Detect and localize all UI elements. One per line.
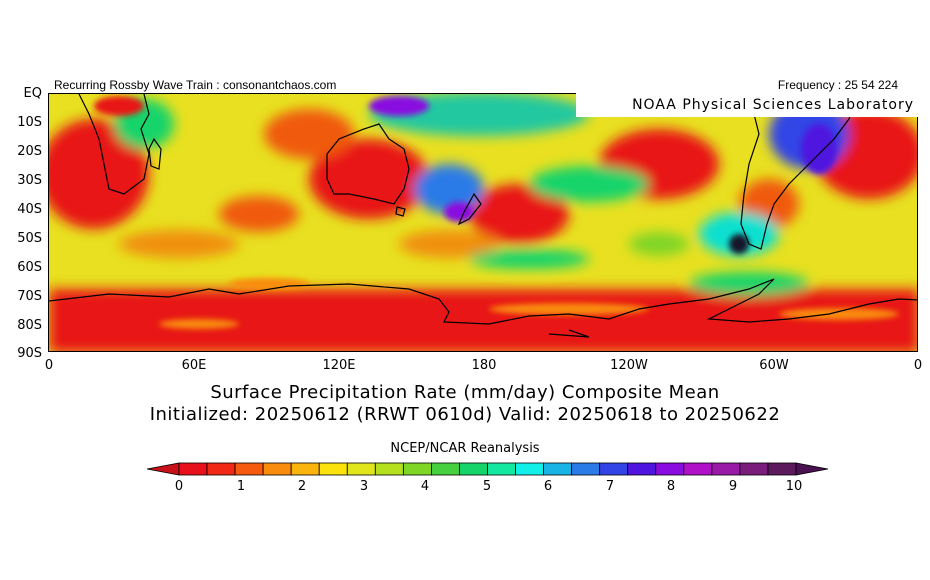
colorbar-label-2: 2 xyxy=(297,479,307,494)
header-left-text: Recurring Rossby Wave Train : consonantc… xyxy=(54,78,337,92)
precipitation-field xyxy=(49,94,917,351)
lat-label-30s: 30S xyxy=(17,173,42,188)
lat-label-90s: 90S xyxy=(17,346,42,361)
colorbar-label-9: 9 xyxy=(728,479,738,494)
colorbar-under-triangle xyxy=(146,462,180,476)
colorbar-label-5: 5 xyxy=(482,479,492,494)
colorbar-swatch xyxy=(318,462,348,476)
lon-label-60w: 60W xyxy=(759,358,789,373)
colorbar-swatch xyxy=(234,462,264,476)
colorbar-swatch xyxy=(206,462,236,476)
lat-label-10s: 10S xyxy=(17,115,42,130)
map-title-line2: Initialized: 20250612 (RRWT 0610d) Valid… xyxy=(149,404,781,425)
colorbar-label-8: 8 xyxy=(666,479,676,494)
lat-label-60s: 60S xyxy=(17,260,42,275)
lon-label-120w: 120W xyxy=(610,358,648,373)
colorbar-label-1: 1 xyxy=(236,479,246,494)
lat-label-70s: 70S xyxy=(17,289,42,304)
dataset-label: NCEP/NCAR Reanalysis xyxy=(390,441,540,456)
colorbar-swatch xyxy=(739,462,769,476)
noaa-credit-label: NOAA Physical Sciences Laboratory xyxy=(576,93,918,117)
colorbar-swatch xyxy=(767,462,797,476)
lon-label-0-left: 0 xyxy=(44,358,54,373)
lat-label-40s: 40S xyxy=(17,202,42,217)
colorbar-swatch xyxy=(262,462,292,476)
colorbar-swatch xyxy=(459,462,488,476)
colorbar-label-7: 7 xyxy=(605,479,615,494)
lat-label-50s: 50S xyxy=(17,231,42,246)
colorbar-swatch xyxy=(683,462,713,476)
colorbar-over-triangle xyxy=(795,462,829,476)
colorbar-swatch xyxy=(431,462,460,476)
colorbar-swatch xyxy=(346,462,376,476)
map-title-line1: Surface Precipitation Rate (mm/day) Comp… xyxy=(210,382,720,403)
colorbar-swatch xyxy=(543,462,573,476)
colorbar-label-0: 0 xyxy=(174,479,184,494)
colorbar-swatch xyxy=(571,462,601,476)
colorbar-swatch xyxy=(374,462,404,476)
colorbar-swatch xyxy=(627,462,657,476)
lon-label-60e: 60E xyxy=(181,358,207,373)
colorbar-label-6: 6 xyxy=(543,479,553,494)
colorbar-swatch xyxy=(655,462,685,476)
colorbar-swatch xyxy=(711,462,741,476)
precipitation-map xyxy=(48,93,918,352)
colorbar-swatch xyxy=(402,462,432,476)
lat-label-20s: 20S xyxy=(17,144,42,159)
lon-label-180: 180 xyxy=(471,358,497,373)
lon-label-120e: 120E xyxy=(322,358,356,373)
colorbar-label-3: 3 xyxy=(359,479,369,494)
colorbar-swatch xyxy=(178,462,208,476)
lat-label-80s: 80S xyxy=(17,318,42,333)
colorbar-label-4: 4 xyxy=(420,479,430,494)
colorbar xyxy=(146,462,829,476)
colorbar-swatch xyxy=(487,462,516,476)
colorbar-label-10: 10 xyxy=(785,479,803,494)
lat-label-eq: EQ xyxy=(23,86,42,101)
lon-label-0-right: 0 xyxy=(913,358,923,373)
header-frequency-text: Frequency : 25 54 224 xyxy=(777,78,898,92)
colorbar-swatch xyxy=(599,462,629,476)
colorbar-swatch xyxy=(290,462,320,476)
colorbar-swatch xyxy=(515,462,544,476)
